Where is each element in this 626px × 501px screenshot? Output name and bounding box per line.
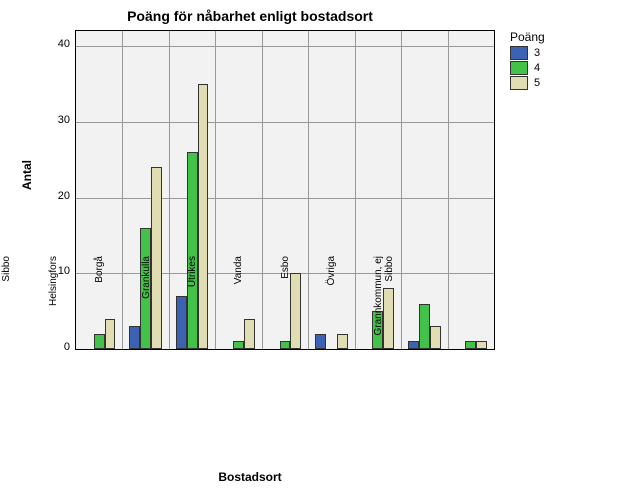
bar <box>465 341 476 349</box>
gridline-v <box>308 31 309 349</box>
x-tick-label: Grankulla <box>141 256 152 356</box>
gridline-v <box>448 31 449 349</box>
x-tick-label: Sibbo <box>1 256 12 356</box>
gridline-v <box>169 31 170 349</box>
bar <box>290 273 301 349</box>
x-tick-label: Utrikes <box>187 256 198 356</box>
legend-label: 4 <box>534 62 540 74</box>
legend-swatch <box>510 61 528 75</box>
legend-label: 5 <box>534 77 540 89</box>
x-tick-label: Helsingfors <box>48 256 59 356</box>
chart-title: Poäng för nåbarhet enligt bostadsort <box>0 8 500 24</box>
chart-container: Poäng för nåbarhet enligt bostadsort Ant… <box>0 0 626 501</box>
legend-swatch <box>510 76 528 90</box>
x-tick-label: Grannkommun, ej Sibbo <box>373 256 395 356</box>
bar <box>408 341 419 349</box>
bar <box>198 84 209 349</box>
gridline-v <box>122 31 123 349</box>
x-tick-label: Borgå <box>94 256 105 356</box>
bar <box>151 167 162 349</box>
legend-swatch <box>510 46 528 60</box>
legend-title: Poäng <box>510 30 610 44</box>
y-axis-label: Antal <box>20 160 34 190</box>
gridline-v <box>401 31 402 349</box>
bar <box>129 326 140 349</box>
bar <box>430 326 441 349</box>
bar <box>244 319 255 349</box>
bar <box>476 341 487 349</box>
bar <box>419 304 430 349</box>
y-tick-label: 30 <box>50 114 70 126</box>
y-tick-label: 20 <box>50 190 70 202</box>
x-tick-label: Esbo <box>280 256 291 356</box>
legend-item: 5 <box>510 76 610 90</box>
bar <box>176 296 187 349</box>
gridline-h <box>76 46 494 47</box>
gridline-h <box>76 122 494 123</box>
x-tick-label: Övriga <box>326 256 337 356</box>
bar <box>315 334 326 349</box>
gridline-v <box>355 31 356 349</box>
legend-item: 4 <box>510 61 610 75</box>
legend-item: 3 <box>510 46 610 60</box>
x-tick-label: Vanda <box>233 256 244 356</box>
legend-label: 3 <box>534 47 540 59</box>
y-tick-label: 40 <box>50 38 70 50</box>
gridline-h <box>76 198 494 199</box>
gridline-v <box>262 31 263 349</box>
legend: Poäng 3 4 5 <box>510 30 610 91</box>
x-axis-label: Bostadsort <box>0 470 500 484</box>
bar <box>105 319 116 349</box>
gridline-v <box>215 31 216 349</box>
bar <box>337 334 348 349</box>
